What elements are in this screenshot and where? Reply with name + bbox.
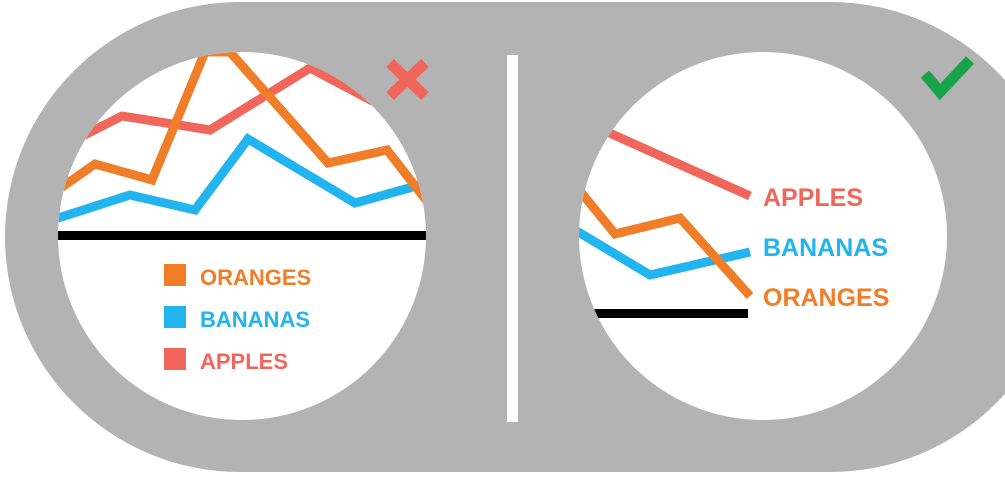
bad-chart-lines — [58, 52, 426, 240]
legend-item-apples: APPLES — [164, 348, 288, 374]
good-example-panel: APPLES BANANAS ORANGES — [579, 52, 975, 420]
bad-line-bananas — [58, 133, 422, 225]
good-line-apples — [583, 117, 752, 201]
panel-divider — [507, 55, 518, 422]
good-panel-circle — [579, 52, 947, 420]
bad-example-panel: ORANGES BANANAS APPLES — [58, 52, 429, 420]
end-label-oranges: ORANGES — [763, 284, 889, 312]
legend-item-bananas: BANANAS — [164, 306, 310, 332]
end-label-apples: APPLES — [763, 184, 863, 212]
cross-icon — [386, 58, 429, 101]
bad-chart-baseline — [58, 231, 426, 240]
end-label-bananas: BANANAS — [763, 234, 888, 262]
legend-label-apples: APPLES — [200, 349, 288, 374]
good-chart-baseline — [579, 309, 748, 318]
legend-swatch-bananas — [164, 306, 186, 328]
legend-swatch-apples — [164, 348, 186, 370]
good-chart-lines — [579, 117, 754, 318]
legend-item-oranges: ORANGES — [164, 264, 311, 290]
bad-line-oranges — [58, 52, 426, 208]
bad-line-apples — [58, 62, 383, 155]
good-line-oranges — [579, 182, 754, 300]
legend-label-bananas: BANANAS — [200, 307, 310, 332]
legend-label-oranges: ORANGES — [200, 265, 311, 290]
check-icon — [920, 56, 975, 101]
bad-legend: ORANGES BANANAS APPLES — [164, 264, 311, 374]
legend-swatch-oranges — [164, 264, 186, 286]
